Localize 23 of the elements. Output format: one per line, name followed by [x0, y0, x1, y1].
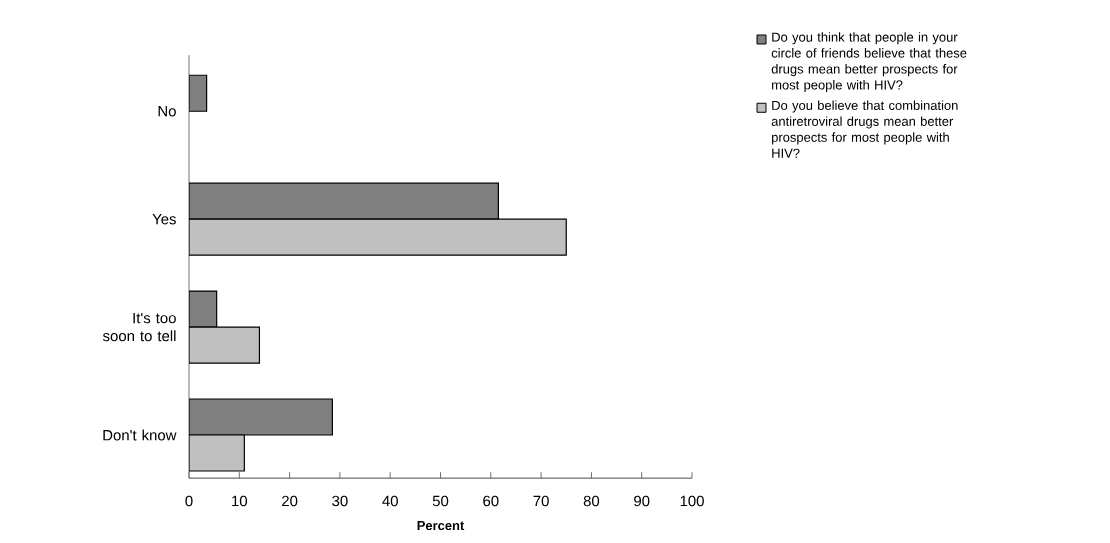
- x-tick-label: 90: [634, 495, 650, 507]
- x-tick-label: 80: [583, 495, 600, 507]
- x-tick-label: 20: [282, 495, 298, 507]
- y-tick-label: It's too soon to tell: [102, 312, 176, 342]
- x-tick-label: 0: [185, 495, 193, 507]
- x-tick-label: 70: [533, 495, 549, 507]
- x-tick-label: 30: [332, 495, 348, 507]
- y-tick-label: Don't know: [103, 429, 177, 441]
- bar: [189, 218, 567, 256]
- x-tick-label: 10: [232, 495, 248, 507]
- bar: [189, 326, 261, 364]
- y-tick-label: Yes: [152, 213, 176, 225]
- x-axis-title: Percent: [417, 521, 465, 531]
- x-tick-label: 100: [680, 495, 704, 507]
- x-tick-label: 40: [382, 495, 398, 507]
- bar: [189, 182, 499, 220]
- legend-label: Do you think that people in your circle of friends believe that these drugs mean better prospects for most people with HIV?: [771, 32, 967, 93]
- x-tick-label: 60: [483, 495, 499, 507]
- bar: [189, 398, 333, 436]
- legend-label: Do you believe that combination antiretroviral drugs mean better prospects for most people with HIV?: [771, 100, 958, 158]
- y-tick-label: No: [158, 106, 176, 117]
- bar: [189, 434, 245, 472]
- x-tick-label: 50: [432, 495, 449, 507]
